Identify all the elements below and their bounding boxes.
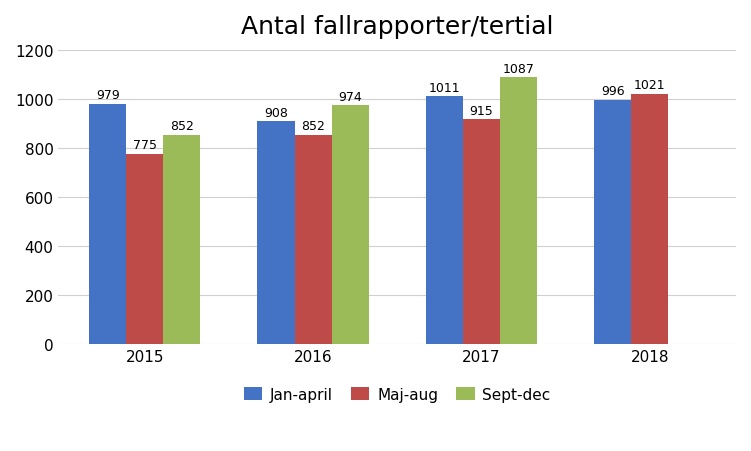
- Title: Antal fallrapporter/tertial: Antal fallrapporter/tertial: [241, 15, 553, 39]
- Text: 996: 996: [601, 85, 624, 98]
- Text: 852: 852: [170, 120, 194, 133]
- Bar: [631, 94, 668, 344]
- Text: 775: 775: [133, 139, 157, 152]
- Legend: Jan-april, Maj-aug, Sept-dec: Jan-april, Maj-aug, Sept-dec: [237, 381, 556, 408]
- Text: 979: 979: [96, 89, 119, 102]
- Bar: [463, 120, 500, 344]
- Bar: [258, 122, 294, 344]
- Text: 1011: 1011: [429, 81, 460, 94]
- Text: 908: 908: [264, 106, 288, 120]
- Text: 974: 974: [338, 90, 362, 103]
- Text: 852: 852: [301, 120, 325, 133]
- Bar: [126, 154, 163, 344]
- Text: 915: 915: [469, 105, 493, 118]
- Bar: [331, 106, 369, 344]
- Bar: [89, 105, 126, 344]
- Bar: [594, 101, 631, 344]
- Text: 1087: 1087: [502, 63, 534, 76]
- Bar: [294, 136, 331, 344]
- Bar: [500, 78, 537, 344]
- Bar: [163, 136, 201, 344]
- Bar: [426, 97, 463, 344]
- Text: 1021: 1021: [634, 79, 665, 92]
